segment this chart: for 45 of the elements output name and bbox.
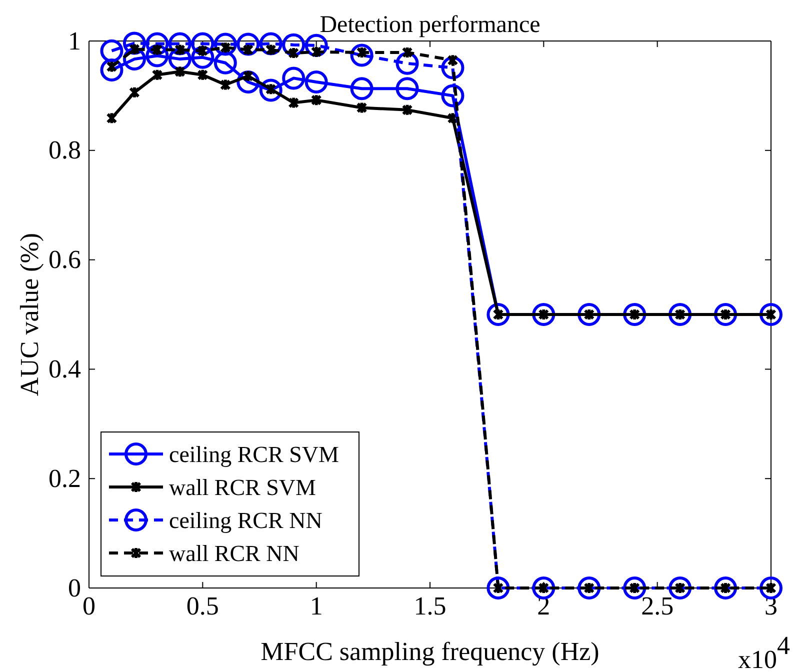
point (174, 65, 186, 78)
legend-label: ceiling RCR SVM (169, 442, 339, 467)
point (152, 68, 163, 82)
point (282, 66, 306, 90)
legend-label: ceiling RCR NN (169, 508, 323, 533)
point (304, 70, 328, 94)
x-axis-title: MFCC sampling frequency (Hz) (260, 637, 600, 666)
y-tick-label: 1 (68, 26, 81, 56)
point (396, 77, 419, 100)
y-tick-label: 0.6 (48, 245, 81, 274)
point (128, 86, 140, 99)
point (288, 46, 300, 60)
point (402, 46, 413, 59)
x-tick-label: 1.5 (414, 591, 446, 620)
point (760, 303, 782, 326)
y-tick-label: 0 (68, 573, 81, 602)
point (214, 51, 237, 74)
point (350, 44, 374, 67)
point (486, 576, 510, 600)
legend-label: wall RCR NN (169, 541, 300, 566)
point (214, 32, 237, 56)
point (220, 78, 231, 92)
y-axis-title: AUC value (%) (15, 232, 44, 396)
point (288, 96, 300, 110)
point (197, 68, 208, 82)
point (310, 94, 322, 107)
point (447, 54, 458, 67)
point (259, 78, 282, 102)
x-tick-label: 2.5 (641, 591, 674, 620)
point (578, 576, 601, 600)
legend-label: wall RCR SVM (169, 475, 316, 500)
chart-title: Detection performance (320, 12, 540, 38)
y-tick-label: 0.4 (48, 354, 81, 384)
point (356, 101, 368, 114)
point (441, 84, 464, 108)
x-tick-label: 1 (310, 591, 323, 620)
point (350, 77, 374, 100)
x-tick-label: 0.5 (186, 591, 219, 620)
point (402, 103, 413, 116)
point (100, 58, 124, 82)
y-tick-label: 0.8 (48, 136, 81, 165)
point (100, 39, 124, 62)
point (532, 576, 556, 600)
point (760, 576, 782, 600)
y-tick-label: 0.2 (48, 464, 81, 493)
